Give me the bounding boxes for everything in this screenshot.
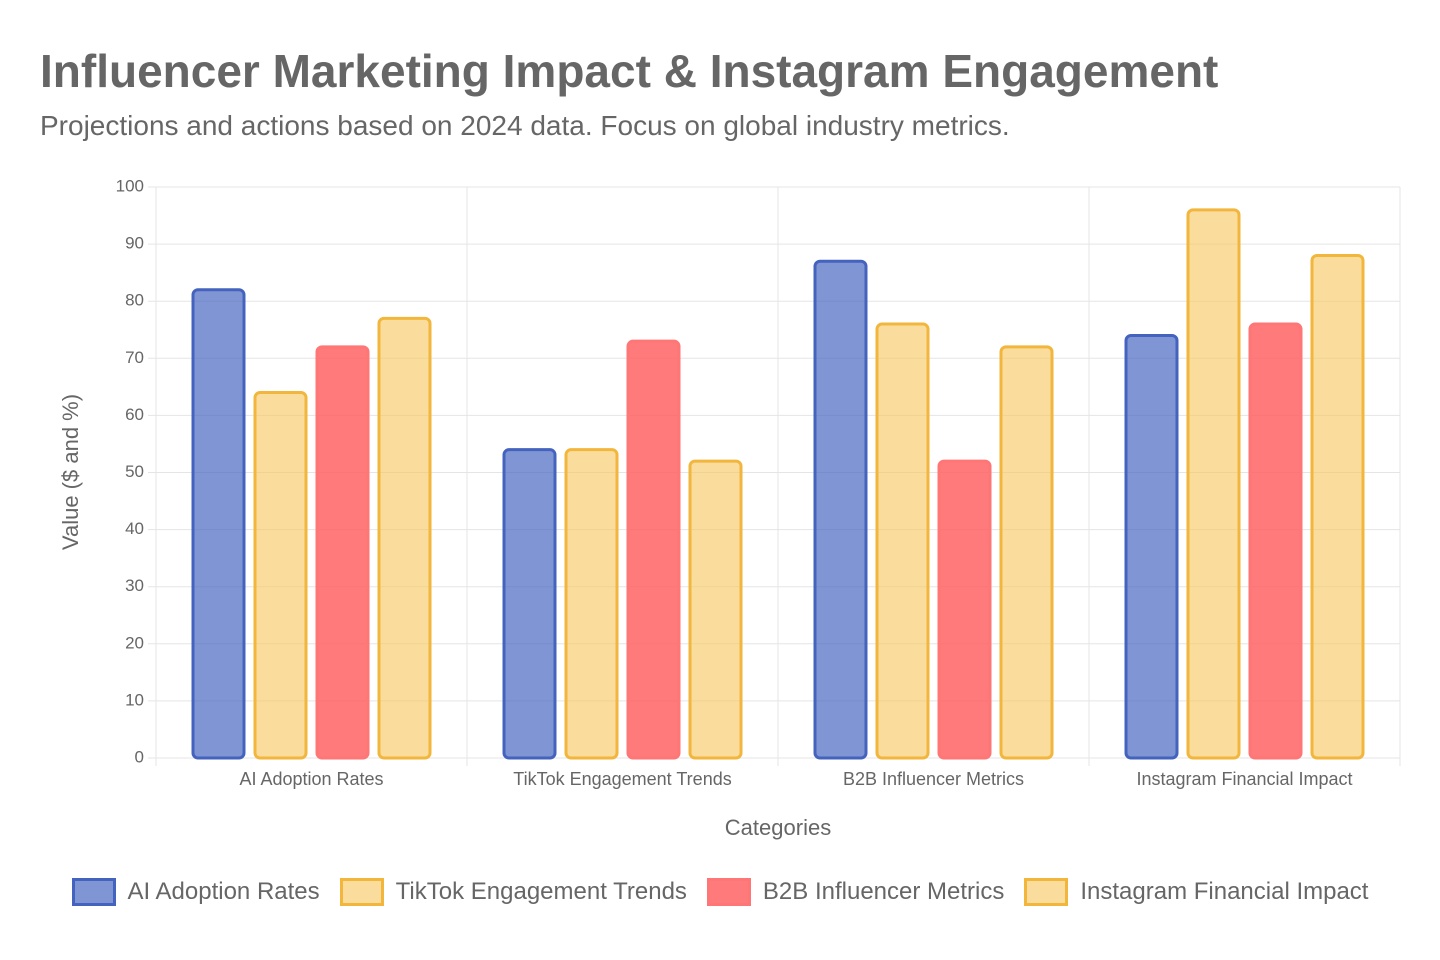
- y-tick-label: 70: [125, 348, 144, 367]
- y-tick-label: 80: [125, 291, 144, 310]
- legend-label: Instagram Financial Impact: [1080, 878, 1369, 905]
- y-tick-label: 40: [125, 519, 144, 538]
- bar: [1186, 208, 1241, 760]
- chart-title: Influencer Marketing Impact & Instagram …: [40, 45, 1219, 97]
- chart-subtitle: Projections and actions based on 2024 da…: [40, 110, 1010, 141]
- legend-swatch: [706, 878, 751, 906]
- legend-item[interactable]: AI Adoption Rates: [71, 878, 320, 906]
- x-axis-title: Categories: [725, 815, 831, 840]
- bar: [1310, 254, 1365, 760]
- bar: [315, 345, 370, 760]
- bar: [875, 322, 930, 760]
- bar: [191, 288, 246, 760]
- y-tick-label: 50: [125, 462, 144, 481]
- x-tick-label: B2B Influencer Metrics: [843, 769, 1024, 789]
- legend-label: B2B Influencer Metrics: [762, 878, 1005, 905]
- y-tick-label: 60: [125, 405, 144, 424]
- legend-swatch: [339, 878, 384, 906]
- legend-label: TikTok Engagement Trends: [395, 878, 687, 905]
- bar: [1248, 322, 1303, 760]
- y-tick-label: 20: [125, 633, 144, 652]
- x-tick-label: AI Adoption Rates: [239, 769, 383, 789]
- x-tick-label: TikTok Engagement Trends: [513, 769, 731, 789]
- bar: [937, 459, 992, 760]
- bar: [564, 448, 619, 760]
- legend: AI Adoption Rates TikTok Engagement Trend…: [0, 878, 1440, 906]
- y-tick-label: 0: [135, 747, 144, 766]
- y-tick-label: 100: [116, 176, 144, 195]
- bar: [688, 459, 743, 760]
- y-axis-title: Value ($ and %): [58, 394, 83, 550]
- bar: [1124, 333, 1179, 760]
- legend-item[interactable]: TikTok Engagement Trends: [339, 878, 687, 906]
- bar: [999, 345, 1054, 760]
- y-tick-label: 30: [125, 576, 144, 595]
- bar: [253, 391, 308, 760]
- legend-label: AI Adoption Rates: [127, 878, 320, 905]
- legend-swatch: [1024, 878, 1069, 906]
- y-tick-label: 10: [125, 690, 144, 709]
- legend-swatch: [71, 878, 116, 906]
- bar: [626, 339, 681, 760]
- legend-item[interactable]: Instagram Financial Impact: [1024, 878, 1368, 906]
- bar: [813, 259, 868, 760]
- bar: [502, 448, 557, 760]
- x-tick-label: Instagram Financial Impact: [1136, 769, 1352, 789]
- legend-item[interactable]: B2B Influencer Metrics: [706, 878, 1005, 906]
- y-tick-label: 90: [125, 234, 144, 253]
- bar: [377, 316, 432, 760]
